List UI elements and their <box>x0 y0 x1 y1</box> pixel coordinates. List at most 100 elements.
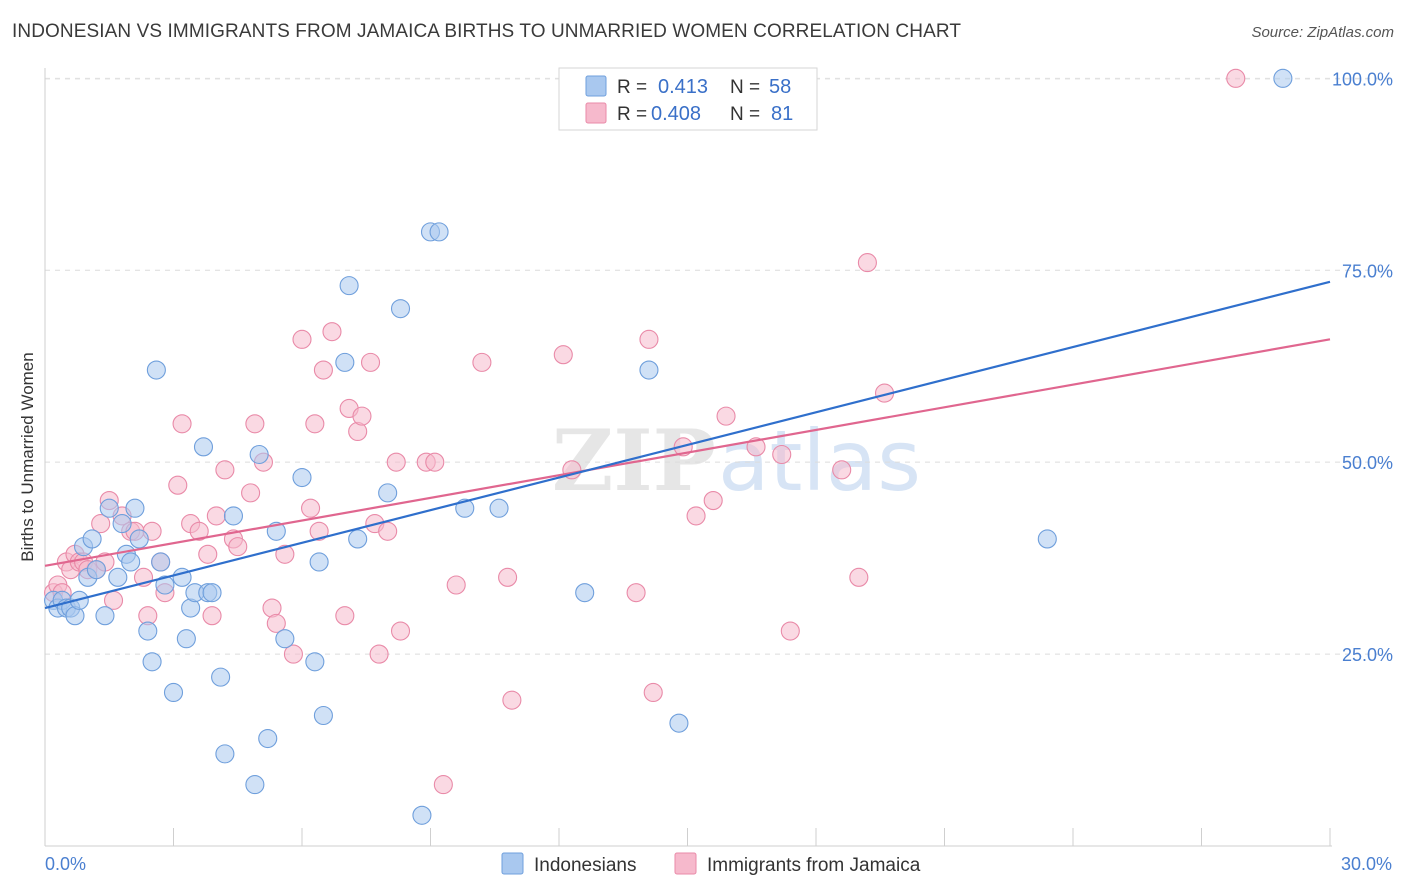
data-point <box>125 498 145 518</box>
watermark-atlas: atlas <box>718 412 921 510</box>
data-point <box>258 728 278 749</box>
data-point <box>716 406 736 426</box>
data-point <box>772 444 792 465</box>
bottom-legend-jamaica: Immigrants from Jamaica <box>707 855 921 876</box>
data-point <box>857 253 877 273</box>
data-point <box>241 483 261 503</box>
stats-legend: R = 0.413 N = 58 R = 0.408 N = 81 <box>558 67 818 131</box>
data-point <box>780 621 800 641</box>
data-point <box>215 460 235 480</box>
data-point <box>301 498 321 518</box>
chart-title: INDONESIAN VS IMMIGRANTS FROM JAMAICA BI… <box>12 21 962 42</box>
data-point <box>99 498 119 518</box>
data-point <box>198 544 218 564</box>
data-point <box>129 529 149 549</box>
y-axis-label: Births to Unmarried Women <box>18 352 37 561</box>
data-point <box>553 345 573 365</box>
data-point <box>703 491 723 511</box>
data-point <box>95 606 115 626</box>
data-point <box>429 222 449 242</box>
data-point <box>249 444 269 465</box>
data-point <box>142 652 162 672</box>
legend-r-value-2: 0.408 <box>651 103 701 125</box>
data-point <box>639 360 659 380</box>
data-point <box>215 744 235 764</box>
legend-n-value-1: 58 <box>769 76 791 98</box>
data-point <box>146 360 166 380</box>
data-point <box>245 414 265 434</box>
data-point <box>425 452 445 472</box>
data-point <box>292 467 312 488</box>
data-point <box>849 567 869 587</box>
legend-swatch-jamaica <box>585 102 607 124</box>
data-point <box>138 621 158 641</box>
data-point <box>502 690 522 710</box>
data-point <box>275 629 295 649</box>
data-point <box>669 713 689 733</box>
y-tick-label: 100.0% <box>1332 69 1393 89</box>
data-point <box>639 329 659 349</box>
data-point <box>305 652 325 672</box>
bottom-legend-swatch-jamaica <box>674 852 697 875</box>
data-point <box>275 544 295 564</box>
data-point <box>108 567 128 587</box>
data-point <box>433 775 453 795</box>
data-point <box>1037 529 1057 549</box>
data-point <box>626 583 646 603</box>
data-point <box>283 644 303 664</box>
legend-r-label-2: R = <box>617 104 647 125</box>
data-point <box>1226 68 1246 88</box>
data-point <box>91 514 111 534</box>
data-point <box>352 406 372 426</box>
y-tick-labels: 25.0% 50.0% 75.0% 100.0% <box>1332 69 1393 665</box>
trend-line-jamaica <box>44 338 1331 567</box>
legend-n-label-2: N = <box>730 104 760 125</box>
data-point <box>348 529 368 549</box>
data-point <box>266 613 286 633</box>
data-point <box>309 552 329 572</box>
data-point <box>378 483 398 503</box>
data-point <box>151 552 171 572</box>
data-point <box>211 667 231 687</box>
data-point <box>386 452 406 472</box>
data-point <box>686 506 706 526</box>
data-point <box>313 705 333 726</box>
legend-n-label-1: N = <box>730 77 760 98</box>
data-point <box>472 352 492 372</box>
data-point <box>305 414 325 434</box>
data-point <box>86 560 106 580</box>
y-tick-label: 25.0% <box>1342 645 1393 665</box>
data-point <box>189 521 209 541</box>
data-point <box>202 606 222 626</box>
x-tick-label-max: 30.0% <box>1341 854 1392 874</box>
watermark-zip: ZIP <box>552 411 716 510</box>
data-point <box>245 775 265 795</box>
legend-n-value-2: 81 <box>771 103 793 125</box>
data-point <box>643 682 663 703</box>
data-point <box>369 644 389 664</box>
data-point <box>455 498 475 518</box>
data-point <box>206 506 226 526</box>
series-legend: Indonesians Immigrants from Jamaica <box>501 852 921 876</box>
data-point <box>193 437 214 457</box>
data-point <box>121 552 141 572</box>
legend-swatch-indonesians <box>585 75 607 97</box>
data-point <box>322 322 342 342</box>
data-point <box>390 621 411 641</box>
trend-lines <box>44 280 1331 610</box>
gridlines <box>45 77 1392 655</box>
legend-r-label-1: R = <box>617 77 647 98</box>
data-point <box>339 276 359 296</box>
data-point <box>168 475 188 495</box>
x-axis-ticks <box>44 828 1331 846</box>
data-point <box>309 521 329 541</box>
x-tick-label-min: 0.0% <box>45 854 86 874</box>
data-point <box>292 329 312 349</box>
y-tick-label: 75.0% <box>1342 261 1393 281</box>
y-tick-label: 50.0% <box>1342 453 1393 473</box>
data-point <box>228 537 248 557</box>
data-point <box>446 575 466 595</box>
data-point <box>498 567 518 587</box>
data-point <box>575 583 595 603</box>
